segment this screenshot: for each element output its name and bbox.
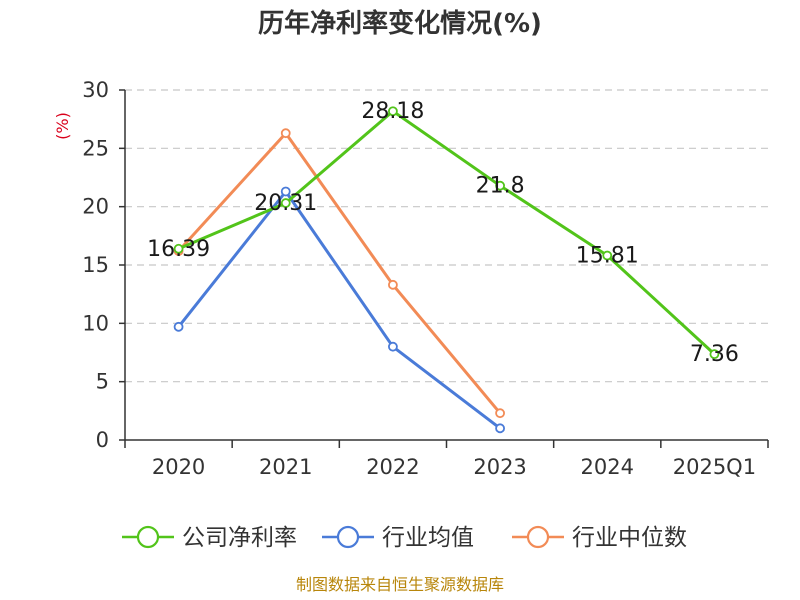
- grid-lines: [125, 89, 768, 383]
- data-label: 7.36: [690, 342, 739, 367]
- y-tick-label: 0: [96, 428, 109, 452]
- data-point: [280, 186, 291, 197]
- legend-label: 行业均值: [382, 525, 474, 551]
- data-point: [495, 408, 505, 419]
- data-point: [495, 180, 505, 191]
- series-lines: [173, 106, 720, 434]
- y-tick-label: 20: [82, 195, 109, 219]
- chart-title: 历年净利率变化情况(%): [258, 8, 542, 39]
- y-tick-label: 25: [82, 136, 109, 160]
- data-point: [280, 198, 291, 208]
- data-label: 28.18: [361, 99, 424, 124]
- series-line: [177, 190, 502, 430]
- y-tick-label: 30: [82, 78, 109, 102]
- legend-item: 行业中位数: [512, 525, 687, 551]
- data-point: [709, 349, 720, 360]
- data-label: 15.81: [576, 244, 639, 269]
- source-note: 制图数据来自恒生聚源数据库: [296, 575, 504, 594]
- legend-marker: [526, 525, 550, 549]
- series-line: [178, 109, 716, 356]
- legend-label: 行业中位数: [572, 525, 687, 551]
- data-point: [602, 250, 613, 261]
- legend-item: 行业均值: [322, 525, 474, 551]
- legend-marker: [136, 525, 160, 549]
- legend-marker: [336, 525, 360, 549]
- y-tick-label: 5: [96, 370, 109, 394]
- data-point: [388, 106, 398, 117]
- y-axis-unit: (%): [53, 112, 72, 140]
- data-point: [280, 128, 291, 139]
- data-point: [173, 243, 184, 254]
- data-point: [388, 341, 398, 352]
- legend-label: 公司净利率: [182, 525, 297, 551]
- x-tick-label: 2020: [152, 455, 205, 479]
- data-point: [173, 321, 184, 332]
- series-line: [177, 131, 502, 415]
- x-tick-label: 2025Q1: [673, 455, 756, 479]
- data-label: 20.31: [254, 191, 317, 216]
- legend-item: 公司净利率: [122, 525, 297, 551]
- data-label: 16.39: [147, 237, 210, 262]
- x-tick-label: 2022: [366, 455, 419, 479]
- data-point: [388, 279, 398, 290]
- data-labels: 16.39 20.31 28.18 21.8 15.81 7.36: [147, 99, 739, 367]
- axes: 0 5 10 15 20 25 30 2020 2021 2022 2023 2024 2025Q1: [82, 78, 769, 479]
- y-tick-label: 10: [82, 311, 109, 335]
- x-tick-label: 2023: [473, 455, 526, 479]
- data-point: [495, 423, 505, 434]
- y-tick-label: 15: [82, 253, 109, 277]
- data-label: 21.8: [476, 174, 525, 199]
- x-tick-label: 2024: [581, 455, 634, 479]
- x-tick-label: 2021: [259, 455, 312, 479]
- legend: 公司净利率 行业均值 行业中位数: [122, 525, 687, 551]
